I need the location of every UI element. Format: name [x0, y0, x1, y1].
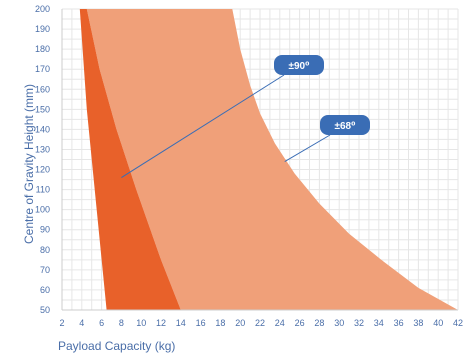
- y-tick-label: 110: [36, 185, 50, 195]
- axes: 2 4 6 8 10 12 14 16 18 20 22 24 26 28 30 32 34 36 38 40 4250…: [35, 4, 463, 328]
- y-tick-label: 60: [40, 285, 50, 295]
- x-tick-label: 10: [136, 318, 146, 328]
- x-tick-label: 18: [215, 318, 225, 328]
- y-tick-label: 90: [40, 225, 50, 235]
- y-axis-label: Centre of Gravity Height (mm): [22, 84, 36, 244]
- x-tick-label: 20: [235, 318, 245, 328]
- x-tick-label: 22: [255, 318, 265, 328]
- y-tick-label: 160: [35, 84, 50, 94]
- x-tick-label: 36: [394, 318, 404, 328]
- y-tick-label: 200: [35, 4, 50, 14]
- y-tick-label: 100: [35, 205, 50, 215]
- x-tick-label: 30: [334, 318, 344, 328]
- x-tick-label: 4: [79, 318, 84, 328]
- y-tick-label: 80: [40, 245, 50, 255]
- x-tick-label: 16: [196, 318, 206, 328]
- x-tick-label: 34: [374, 318, 384, 328]
- x-tick-label: 14: [176, 318, 186, 328]
- x-tick-label: 6: [99, 318, 104, 328]
- annotation-badge: [274, 55, 324, 75]
- annotation-label: ±90⁰: [289, 61, 310, 72]
- x-tick-label: 2: [59, 318, 64, 328]
- x-tick-label: 26: [295, 318, 305, 328]
- annotation-label: ±68⁰: [335, 121, 356, 132]
- x-tick-label: 32: [354, 318, 364, 328]
- annotations: ±90⁰ ±68⁰: [121, 55, 370, 178]
- x-tick-label: 12: [156, 318, 166, 328]
- x-axis-label: Payload Capacity (kg): [58, 339, 175, 353]
- region-68: [86, 9, 459, 310]
- y-tick-label: 150: [35, 104, 50, 114]
- y-tick-label: 190: [35, 24, 50, 34]
- x-tick-label: 24: [275, 318, 285, 328]
- y-tick-label: 170: [35, 64, 50, 74]
- x-tick-label: 42: [453, 318, 463, 328]
- y-tick-label: 120: [35, 165, 50, 175]
- y-tick-label: 70: [40, 265, 50, 275]
- y-tick-label: 140: [35, 124, 50, 134]
- region-90: [79, 9, 181, 310]
- x-tick-label: 38: [413, 318, 423, 328]
- regions: [79, 9, 459, 310]
- y-tick-label: 130: [35, 144, 50, 154]
- annotation-leader-line: [284, 134, 331, 162]
- x-tick-label: 8: [119, 318, 124, 328]
- y-tick-label: 180: [35, 44, 50, 54]
- annotation-leader-line: [121, 74, 285, 178]
- x-tick-label: 28: [314, 318, 324, 328]
- annotation-badge: [320, 115, 370, 135]
- x-tick-label: 40: [433, 318, 443, 328]
- y-tick-label: 50: [40, 305, 50, 315]
